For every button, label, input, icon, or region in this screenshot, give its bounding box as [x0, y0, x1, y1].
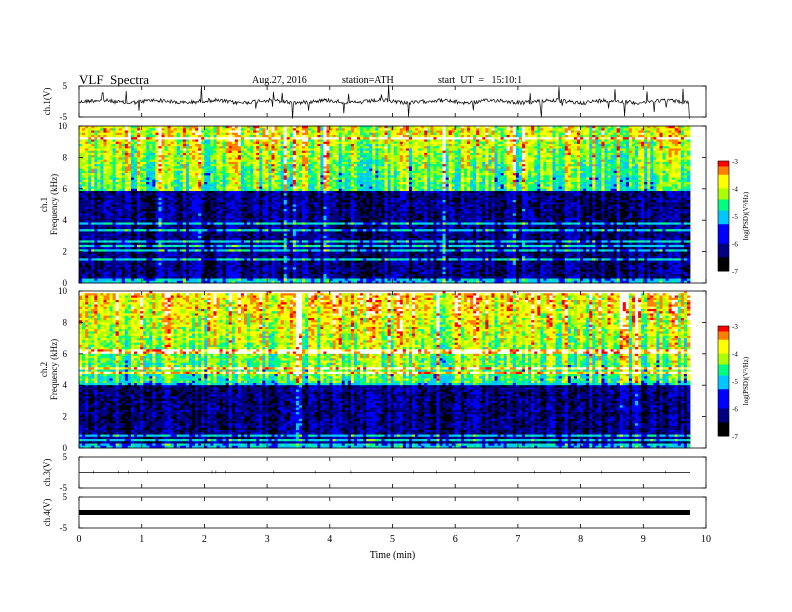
vlf-spectra-chart: ch.1(V)5-5-3-4-5-6-7log(PSD)(V²/Hz)ch.1 F… — [0, 0, 792, 612]
panel-1-ytick-label: 5 — [63, 81, 68, 91]
panel-1-ylabel: ch.1(V) — [42, 88, 52, 116]
ch1-waveform-trace — [79, 85, 689, 119]
